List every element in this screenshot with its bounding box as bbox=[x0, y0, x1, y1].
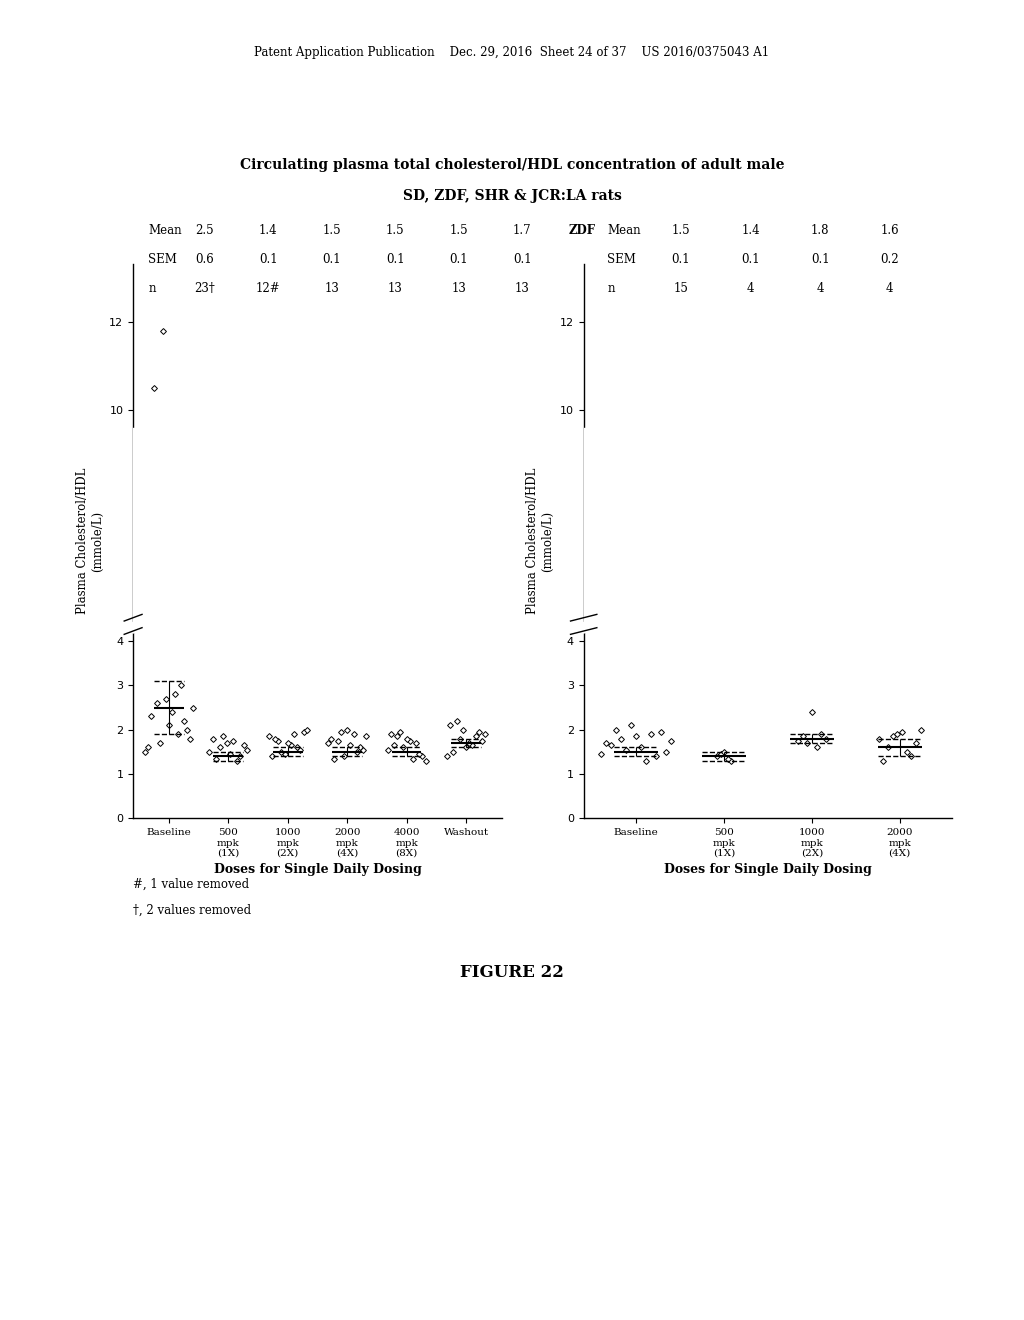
X-axis label: Doses for Single Daily Dosing: Doses for Single Daily Dosing bbox=[664, 863, 872, 876]
Text: 1.4: 1.4 bbox=[259, 224, 278, 238]
Text: n: n bbox=[148, 282, 156, 296]
Text: 4: 4 bbox=[746, 282, 755, 296]
Text: SD, ZDF, SHR & JCR:LA rats: SD, ZDF, SHR & JCR:LA rats bbox=[402, 189, 622, 203]
Text: ZDF: ZDF bbox=[568, 224, 595, 238]
Text: 4: 4 bbox=[816, 282, 824, 296]
Text: Patent Application Publication    Dec. 29, 2016  Sheet 24 of 37    US 2016/03750: Patent Application Publication Dec. 29, … bbox=[254, 46, 770, 59]
Text: Mean: Mean bbox=[148, 224, 182, 238]
Text: 0.1: 0.1 bbox=[811, 253, 829, 267]
Text: 0.1: 0.1 bbox=[450, 253, 468, 267]
Bar bbox=[127, 428, 508, 632]
Text: 13: 13 bbox=[325, 282, 339, 296]
Text: 0.1: 0.1 bbox=[323, 253, 341, 267]
Text: 0.2: 0.2 bbox=[881, 253, 899, 267]
Text: 13: 13 bbox=[515, 282, 529, 296]
Text: †, 2 values removed: †, 2 values removed bbox=[133, 904, 251, 917]
Text: 2.5: 2.5 bbox=[196, 224, 214, 238]
Bar bbox=[574, 428, 962, 632]
Text: n: n bbox=[607, 282, 614, 296]
Text: 1.8: 1.8 bbox=[811, 224, 829, 238]
Text: 0.1: 0.1 bbox=[513, 253, 531, 267]
Text: 12#: 12# bbox=[256, 282, 281, 296]
Text: SEM: SEM bbox=[148, 253, 177, 267]
Text: FIGURE 22: FIGURE 22 bbox=[460, 964, 564, 981]
Text: 1.7: 1.7 bbox=[513, 224, 531, 238]
Text: 4: 4 bbox=[886, 282, 894, 296]
Text: 0.1: 0.1 bbox=[672, 253, 690, 267]
Text: 23†: 23† bbox=[195, 282, 215, 296]
Text: Mean: Mean bbox=[607, 224, 641, 238]
Text: 1.6: 1.6 bbox=[881, 224, 899, 238]
Text: 1.5: 1.5 bbox=[672, 224, 690, 238]
Text: 0.1: 0.1 bbox=[259, 253, 278, 267]
Text: 15: 15 bbox=[674, 282, 688, 296]
Text: 1.5: 1.5 bbox=[450, 224, 468, 238]
Y-axis label: Plasma Cholesterol/HDL
(mmole/L): Plasma Cholesterol/HDL (mmole/L) bbox=[526, 469, 554, 614]
Text: 1.4: 1.4 bbox=[741, 224, 760, 238]
Y-axis label: Plasma Cholesterol/HDL
(mmole/L): Plasma Cholesterol/HDL (mmole/L) bbox=[76, 469, 103, 614]
Text: Circulating plasma total cholesterol/HDL concentration of adult male: Circulating plasma total cholesterol/HDL… bbox=[240, 158, 784, 173]
Text: 0.6: 0.6 bbox=[196, 253, 214, 267]
Text: 0.1: 0.1 bbox=[386, 253, 404, 267]
Text: 13: 13 bbox=[452, 282, 466, 296]
Text: 0.1: 0.1 bbox=[741, 253, 760, 267]
X-axis label: Doses for Single Daily Dosing: Doses for Single Daily Dosing bbox=[213, 863, 422, 876]
Text: #, 1 value removed: #, 1 value removed bbox=[133, 878, 249, 891]
Text: 1.5: 1.5 bbox=[386, 224, 404, 238]
Text: 13: 13 bbox=[388, 282, 402, 296]
Text: SEM: SEM bbox=[607, 253, 636, 267]
Text: 1.5: 1.5 bbox=[323, 224, 341, 238]
